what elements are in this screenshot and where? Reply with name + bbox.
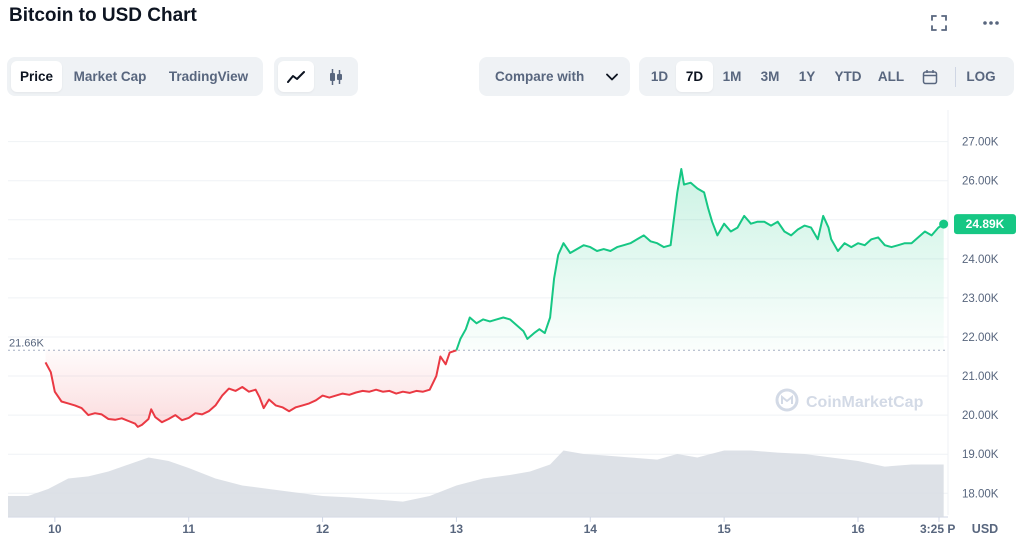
y-tick-label: 23.00K bbox=[962, 293, 999, 305]
price-line-down bbox=[44, 349, 457, 428]
reference-price-text: 21.66K bbox=[9, 337, 45, 349]
y-tick-label: 22.00K bbox=[962, 332, 999, 344]
toolbar-divider bbox=[955, 66, 956, 87]
current-price-badge-bg bbox=[954, 214, 1016, 235]
y-tick-label: 27.00K bbox=[962, 137, 999, 149]
line-chart-button[interactable] bbox=[278, 61, 314, 92]
coinmarketcap-watermark: CoinMarketCap bbox=[775, 388, 924, 412]
coinmarketcap-logo-icon bbox=[775, 388, 799, 412]
x-tick-label: 14 bbox=[584, 522, 598, 536]
x-axis-labels: 10 11 12 13 14 15 16 3:25 P bbox=[48, 517, 955, 536]
tab-tradingview[interactable]: TradingView bbox=[168, 69, 249, 84]
line-chart-icon bbox=[287, 70, 305, 83]
time-range-group: 1D 7D 1M 3M 1Y YTD ALL LOG bbox=[639, 57, 1014, 96]
volume-area bbox=[8, 450, 944, 517]
price-area-down bbox=[45, 350, 457, 427]
watermark-text: CoinMarketCap bbox=[806, 394, 924, 411]
reference-price-label: 21.66K bbox=[9, 337, 45, 349]
range-7d-button[interactable]: 7D bbox=[676, 61, 713, 92]
current-price-text: 24.89K bbox=[966, 217, 1005, 231]
x-tick-label: 11 bbox=[182, 522, 195, 536]
chart-style-toggle bbox=[274, 57, 358, 96]
chart-type-tabs: Price Market Cap TradingView bbox=[7, 57, 263, 96]
y-tick-label: 21.00K bbox=[962, 371, 999, 383]
tab-price[interactable]: Price bbox=[11, 61, 62, 92]
x-tick-label: 13 bbox=[450, 522, 464, 536]
price-area-fill bbox=[45, 169, 944, 427]
currency-label: USD bbox=[972, 522, 998, 536]
x-tick-label: 10 bbox=[48, 522, 62, 536]
log-scale-button[interactable]: LOG bbox=[966, 69, 996, 84]
price-area-up bbox=[456, 169, 944, 351]
x-tick-label: 3:25 P bbox=[920, 522, 955, 536]
range-1y-button[interactable]: 1Y bbox=[798, 69, 816, 84]
fullscreen-icon[interactable] bbox=[928, 12, 950, 34]
range-1d-button[interactable]: 1D bbox=[650, 69, 669, 84]
tab-market-cap[interactable]: Market Cap bbox=[73, 69, 147, 84]
y-tick-label: 24.00K bbox=[962, 254, 999, 266]
x-tick-label: 15 bbox=[717, 522, 731, 536]
calendar-icon bbox=[922, 69, 938, 84]
y-tick-label: 26.00K bbox=[962, 176, 999, 188]
volume-bars bbox=[8, 450, 944, 517]
date-picker-button[interactable] bbox=[911, 61, 949, 92]
range-1m-button[interactable]: 1M bbox=[722, 69, 742, 84]
x-tick-label: 12 bbox=[316, 522, 330, 536]
y-axis-labels: 27.00K26.00K25.00K24.00K23.00K22.00K21.0… bbox=[962, 137, 999, 501]
chevron-down-icon bbox=[606, 73, 618, 80]
range-ytd-button[interactable]: YTD bbox=[834, 69, 862, 84]
compare-dropdown[interactable]: Compare with bbox=[479, 57, 630, 96]
x-tick-label: 16 bbox=[851, 522, 865, 536]
price-line-up bbox=[455, 168, 945, 351]
candlestick-chart-button[interactable] bbox=[318, 61, 354, 92]
current-price-badge: 24.89K bbox=[954, 214, 1016, 235]
price-line bbox=[44, 168, 945, 428]
candlestick-icon bbox=[330, 68, 342, 85]
current-price-dot bbox=[939, 219, 949, 229]
y-tick-label: 19.00K bbox=[962, 449, 999, 461]
y-tick-label: 20.00K bbox=[962, 410, 999, 422]
range-3m-button[interactable]: 3M bbox=[760, 69, 780, 84]
chart-title: Bitcoin to USD Chart bbox=[9, 5, 197, 26]
y-tick-label: 18.00K bbox=[962, 488, 999, 500]
more-options-icon[interactable] bbox=[980, 12, 1002, 34]
compare-label: Compare with bbox=[495, 69, 585, 84]
range-all-button[interactable]: ALL bbox=[877, 69, 905, 84]
coinmarketcap-logo-mark bbox=[781, 394, 793, 404]
